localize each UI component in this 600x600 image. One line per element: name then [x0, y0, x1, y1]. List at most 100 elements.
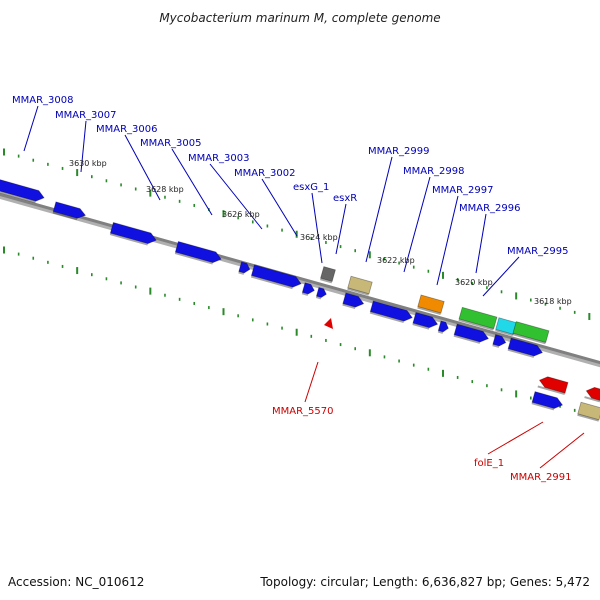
gene-label: MMAR_2995: [507, 246, 569, 257]
gene-label-leader: [23, 105, 39, 152]
gene-arrow-shade: [437, 330, 444, 334]
gene-box-tan: [347, 275, 373, 296]
gene-arrow-shade: [109, 233, 148, 246]
gene-label: MMAR_2991: [510, 472, 572, 483]
gene-box-grey-shade: [320, 278, 333, 284]
gene-label-leader: [304, 361, 319, 403]
gene-box-green-body: [458, 306, 498, 330]
gene-arrow-body: [301, 282, 315, 295]
gene-arrow-reverse: [537, 376, 569, 396]
gene-label-leader: [311, 192, 323, 264]
gene-arrow-body: [437, 320, 449, 333]
gene-box-green-shade: [512, 333, 546, 345]
gene-arrow-body: [492, 334, 507, 347]
gene-box-green-shade: [458, 318, 494, 331]
gene-arrow-body: [342, 292, 365, 308]
gene-arrow-shade: [238, 271, 245, 275]
gene-arrow-body: [109, 221, 157, 245]
gene-label-leader: [171, 148, 213, 216]
gene-box-orange: [417, 294, 445, 315]
scale-tick-labels: 3630 kbp 3628 kbp 3626 kbp 3624 kbp 3622 kbp…: [69, 159, 572, 306]
gene-arrow-reverse-shade: [537, 385, 565, 396]
gene-label-leader: [335, 203, 347, 255]
scale-tick-label: 3620 kbp: [455, 278, 493, 287]
gene-arrow-reverse-body: [585, 387, 600, 401]
gene-label: MMAR_3003: [188, 153, 250, 164]
gene-label: MMAR_3006: [96, 124, 158, 135]
gene-label-leader: [261, 178, 298, 237]
scale-tick-label: 3626 kbp: [222, 210, 260, 219]
gene-box-cyan-body: [495, 317, 517, 335]
gene-arrow-body: [174, 240, 222, 264]
backbone-shadow: [0, 193, 600, 368]
gene-label: folE_1: [474, 458, 504, 469]
gene-label: MMAR_3007: [55, 110, 117, 121]
gene-box-tan-shade: [347, 287, 369, 296]
gene-box-tan-shade: [577, 413, 599, 422]
gene-arrow-shade: [342, 303, 356, 310]
gene-label: MMAR_5570: [272, 406, 334, 417]
gene-box-orange-shade: [417, 306, 441, 315]
gene-label-leader: [124, 134, 161, 201]
gene-label: MMAR_3008: [12, 95, 74, 106]
gene-box-cyan-shade: [495, 329, 514, 337]
gene-label: MMAR_2999: [368, 146, 430, 157]
gene-arrow-body: [250, 264, 302, 288]
scale-tick-label: 3624 kbp: [300, 233, 338, 242]
gene-box-grey-body: [320, 266, 336, 282]
gene-arrow-shade: [250, 275, 293, 290]
gene-arrow-body: [412, 311, 439, 329]
gene-marker-red: [324, 318, 333, 329]
gene-arrow: [342, 292, 365, 310]
scale-tick-label: 3628 kbp: [146, 185, 184, 194]
gene-arrow-body: [369, 300, 413, 322]
topology-text: Topology: circular; Length: 6,636,827 bp…: [259, 575, 590, 589]
gene-arrow: [412, 311, 439, 330]
gene-arrow-shade: [301, 292, 309, 296]
gene-arrow: [369, 300, 413, 324]
gene-arrow-shade: [507, 348, 535, 358]
gene-box-green-body: [512, 321, 550, 343]
gene-label-leader: [403, 176, 431, 273]
gene-arrow: [315, 286, 327, 300]
accession-text: Accession: NC_010612: [8, 575, 144, 589]
gene-arrow-shade: [531, 402, 555, 411]
gene-label-leader: [209, 163, 263, 230]
gene-label: MMAR_2996: [459, 203, 521, 214]
gene-box-green: [458, 306, 498, 331]
gene-label-leader: [539, 432, 585, 469]
gene-arrow-body: [52, 201, 87, 219]
gene-label-leader: [475, 213, 487, 274]
gene-box-tan: [577, 401, 600, 422]
gene-arrow-body: [315, 286, 327, 298]
gene-arrow-shade: [0, 189, 36, 204]
gene-arrow-body: [531, 391, 564, 409]
gene-box-grey: [320, 266, 336, 284]
gene-arrow-reverse-body: [538, 376, 569, 394]
gene-box-cyan: [495, 317, 517, 337]
backbone-line: [0, 192, 600, 365]
gene-box-green: [512, 321, 550, 345]
gene-features: [0, 178, 600, 422]
gene-label: esxR: [333, 193, 357, 204]
scale-tick-label: 3622 kbp: [377, 256, 415, 265]
gene-arrow-shade: [492, 344, 500, 348]
gene-box-tan-body: [577, 401, 600, 421]
gene-label: MMAR_2998: [403, 166, 465, 177]
gene-label-leader: [80, 120, 87, 173]
gene-arrow: [52, 201, 87, 221]
scale-tick-label: 3618 kbp: [534, 297, 572, 306]
gene-arrow-reverse: [584, 387, 600, 403]
gene-arrow: [301, 282, 315, 296]
gene-label-leader: [482, 256, 520, 297]
gene-arrow-body: [507, 337, 543, 357]
gene-arrow: [0, 178, 45, 204]
gene-arrow-body: [0, 178, 45, 202]
gene-arrow-body: [238, 261, 251, 274]
genome-backbone: [0, 192, 600, 368]
gene-arrow-shade: [453, 334, 481, 344]
gene-label: esxG_1: [293, 182, 329, 193]
gene-label: MMAR_2997: [432, 185, 494, 196]
gene-label-leader: [365, 156, 393, 263]
gene-arrow-body: [453, 323, 489, 343]
